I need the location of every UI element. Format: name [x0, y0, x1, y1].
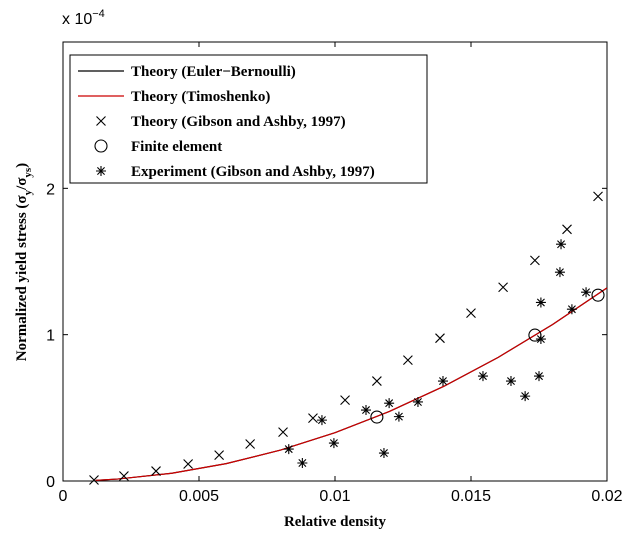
- data-point: [151, 466, 161, 476]
- data-point: [593, 191, 603, 202]
- line-series: [95, 287, 608, 481]
- data-point: [328, 438, 339, 449]
- y-axis-label: Normalized yield stress (σy/σys): [14, 163, 34, 361]
- data-point: [556, 239, 567, 250]
- data-point: [530, 255, 540, 266]
- data-point: [316, 415, 327, 426]
- data-point: [214, 450, 225, 460]
- data-point: [498, 282, 508, 293]
- y-tick-label: 1: [46, 328, 55, 345]
- data-point: [535, 297, 546, 308]
- legend-label: Theory (Timoshenko): [131, 89, 270, 105]
- data-point: [562, 224, 572, 235]
- legend-label: Theory (Gibson and Ashby, 1997): [131, 114, 346, 130]
- data-point: [535, 334, 546, 345]
- data-point: [403, 355, 413, 366]
- y-multiplier-base: x 10: [62, 11, 92, 28]
- data-point: [393, 411, 404, 422]
- data-point: [370, 410, 384, 424]
- x-tick-label: 0.02: [591, 488, 622, 505]
- y-tick-label: 0: [46, 474, 55, 491]
- data-point: [119, 471, 129, 481]
- y-label-part: ): [14, 163, 30, 168]
- data-point: [412, 396, 423, 407]
- data-point: [378, 448, 389, 459]
- data-point: [554, 267, 565, 278]
- y-multiplier-exponent: −4: [92, 8, 105, 20]
- legend-swatch: [94, 139, 108, 153]
- legend-box: [69, 54, 428, 184]
- data-point: [278, 427, 288, 438]
- data-point: [183, 459, 194, 469]
- data-point: [581, 287, 592, 298]
- legend-label: Theory (Euler−Bernoulli): [131, 64, 296, 80]
- data-point: [371, 376, 382, 386]
- legend-swatch: [96, 116, 106, 126]
- x-axis-label: Relative density: [284, 514, 387, 530]
- data-point: [591, 288, 605, 302]
- data-point: [435, 333, 445, 344]
- data-point: [384, 398, 395, 409]
- y-label-part: /σ: [14, 177, 30, 191]
- data-point: [505, 376, 516, 387]
- legend-label: Experiment (Gibson and Ashby, 1997): [131, 164, 375, 180]
- x-tick-label: 0.015: [451, 488, 491, 505]
- legend-label: Finite element: [131, 139, 222, 155]
- x-tick-label: 0: [59, 488, 68, 505]
- y-tick-label: 2: [46, 181, 55, 198]
- y-label-sub: ys: [22, 167, 34, 178]
- data-point: [283, 444, 294, 455]
- data-point: [308, 413, 318, 423]
- legend-swatch: [96, 166, 106, 176]
- y-multiplier: x 10−4: [62, 8, 105, 28]
- data-point: [520, 391, 531, 402]
- data-point: [534, 371, 544, 382]
- data-point: [245, 439, 256, 449]
- data-point: [566, 304, 577, 315]
- data-point: [89, 475, 99, 485]
- data-point: [477, 371, 488, 382]
- data-point: [361, 405, 372, 416]
- y-label-sub: y: [22, 189, 34, 195]
- y-label-part: Normalized yield stress (σ: [14, 195, 30, 362]
- data-point: [297, 458, 308, 469]
- x-tick-label: 0.005: [179, 488, 219, 505]
- data-point: [437, 376, 448, 387]
- data-point: [466, 308, 476, 319]
- data-point: [340, 395, 350, 405]
- x-tick-label: 0.01: [319, 488, 350, 505]
